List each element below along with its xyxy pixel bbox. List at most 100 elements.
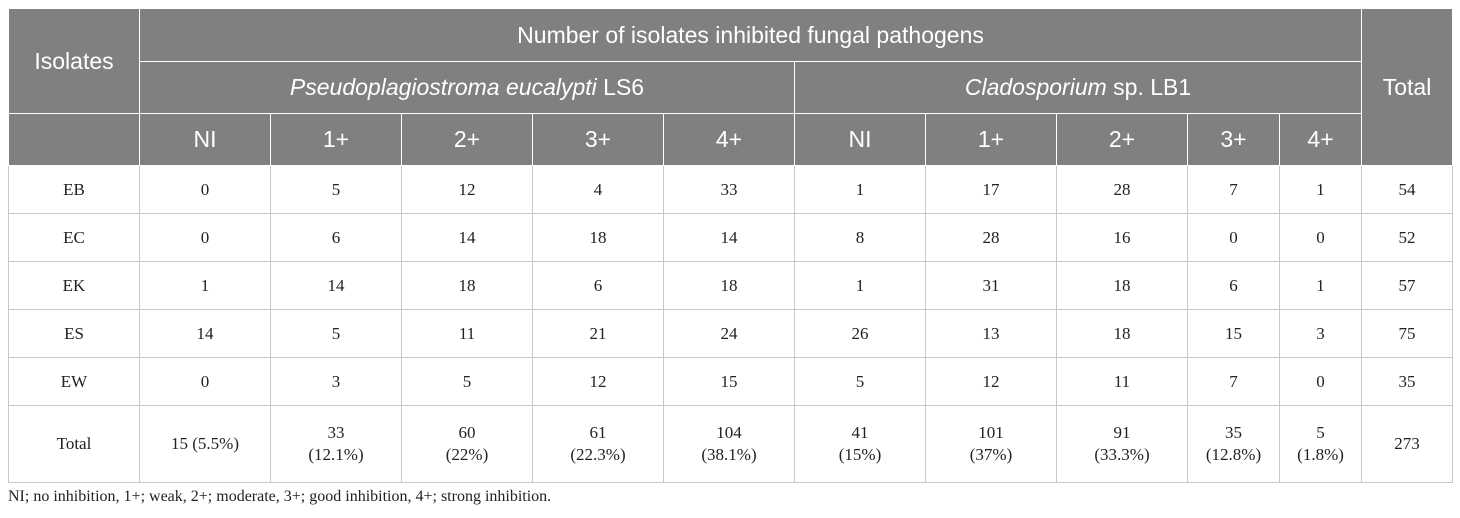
total-value-cell: 41 (15%) <box>794 405 926 483</box>
row-total-cell: 52 <box>1361 213 1454 262</box>
total-value-cell: 15 (5.5%) <box>139 405 271 483</box>
pathogen2-genus: Cladosporium <box>964 74 1107 100</box>
total-value-cell: 101 (37%) <box>925 405 1057 483</box>
total-count: 35 <box>1225 423 1242 442</box>
value-cell: 28 <box>1056 165 1188 214</box>
value-cell: 11 <box>401 309 533 358</box>
isolate-cell: EW <box>8 357 140 406</box>
total-count: 60 <box>458 423 476 442</box>
isolate-cell: EC <box>8 213 140 262</box>
value-cell: 8 <box>794 213 926 262</box>
inhibition-table: Isolates Number of isolates inhibited fu… <box>8 8 1454 483</box>
table-footnote: NI; no inhibition, 1+; weak, 2+; moderat… <box>8 488 552 505</box>
value-cell: 11 <box>1056 357 1188 406</box>
level-header: 4+ <box>1278 113 1363 166</box>
value-cell: 6 <box>270 213 402 262</box>
total-count: 91 <box>1113 423 1131 442</box>
total-value-cell: 91 (33.3%) <box>1056 405 1188 483</box>
pathogen1-strain: LS6 <box>596 74 645 100</box>
value-cell: 5 <box>794 357 926 406</box>
value-cell: 15 <box>1187 309 1280 358</box>
value-cell: 33 <box>663 165 795 214</box>
value-cell: 6 <box>532 261 664 310</box>
value-cell: 31 <box>925 261 1057 310</box>
total-percent: (12.8%) <box>1205 445 1262 464</box>
level-header: 3+ <box>1187 113 1280 166</box>
total-percent: (15%) <box>838 445 882 464</box>
total-row: Total 15 (5.5%) 33 (12.1%) 60 (22%) 61 (22.3%) 1… <box>8 405 1454 483</box>
value-cell: 1 <box>794 261 926 310</box>
value-cell: 1 <box>1278 165 1363 214</box>
value-cell: 12 <box>401 165 533 214</box>
value-cell: 5 <box>270 309 402 358</box>
total-percent: (12.1%) <box>308 445 364 464</box>
row-total-cell: 57 <box>1361 261 1454 310</box>
total-percent: (1.8%) <box>1297 445 1344 464</box>
total-percent: (38.1%) <box>701 445 757 464</box>
value-cell: 17 <box>925 165 1057 214</box>
level-header: 1+ <box>925 113 1057 166</box>
value-cell: 13 <box>925 309 1057 358</box>
level-header: 3+ <box>532 113 664 166</box>
total-value-cell: 5 (1.8%) <box>1278 405 1363 483</box>
isolate-cell: ES <box>8 309 140 358</box>
total-percent: (33.3%) <box>1094 445 1150 464</box>
total-value-cell: 61 (22.3%) <box>532 405 664 483</box>
table-row: EC 0 6 14 18 14 8 28 16 0 0 52 <box>8 213 1454 262</box>
level-header: 1+ <box>270 113 402 166</box>
total-percent: (37%) <box>969 445 1013 464</box>
value-cell: 3 <box>270 357 402 406</box>
total-count: 41 <box>851 423 869 442</box>
value-cell: 12 <box>925 357 1057 406</box>
level-header: NI <box>794 113 926 166</box>
level-header: NI <box>139 113 271 166</box>
value-cell: 0 <box>1187 213 1280 262</box>
total-percent: (22%) <box>445 445 489 464</box>
value-cell: 15 <box>663 357 795 406</box>
value-cell: 0 <box>1278 357 1363 406</box>
value-cell: 0 <box>139 357 271 406</box>
value-cell: 5 <box>401 357 533 406</box>
pathogen2-header: Cladosporium sp. LB1 <box>793 61 1363 114</box>
total-value-cell: 104 (38.1%) <box>663 405 795 483</box>
value-cell: 14 <box>401 213 533 262</box>
value-cell: 7 <box>1187 165 1280 214</box>
value-cell: 14 <box>270 261 402 310</box>
isolates-header: Isolates <box>8 8 140 114</box>
table-row: ES 14 5 11 21 24 26 13 18 15 3 75 <box>8 309 1454 358</box>
total-percent: (22.3%) <box>570 445 626 464</box>
total-count: 101 <box>978 423 1004 442</box>
total-count: 104 <box>716 423 742 442</box>
value-cell: 14 <box>139 309 271 358</box>
value-cell: 18 <box>401 261 533 310</box>
value-cell: 7 <box>1187 357 1280 406</box>
value-cell: 0 <box>139 165 271 214</box>
value-cell: 14 <box>663 213 795 262</box>
table-title: Number of isolates inhibited fungal path… <box>138 8 1363 62</box>
total-label: Total <box>8 405 140 483</box>
value-cell: 1 <box>1278 261 1363 310</box>
value-cell: 4 <box>532 165 664 214</box>
value-cell: 18 <box>1056 309 1188 358</box>
row-total-cell: 54 <box>1361 165 1454 214</box>
value-cell: 18 <box>663 261 795 310</box>
table-row: EW 0 3 5 12 15 5 12 11 7 0 35 <box>8 357 1454 406</box>
table-row: EB 0 5 12 4 33 1 17 28 7 1 54 <box>8 165 1454 214</box>
isolates-header-spacer <box>8 113 140 166</box>
value-cell: 0 <box>1278 213 1363 262</box>
pathogen1-genus-species: Pseudoplagiostroma eucalypti <box>289 74 597 100</box>
pathogen2-strain: sp. LB1 <box>1106 74 1192 100</box>
value-cell: 24 <box>663 309 795 358</box>
value-cell: 18 <box>532 213 664 262</box>
value-cell: 26 <box>794 309 926 358</box>
value-cell: 6 <box>1187 261 1280 310</box>
grand-total-cell: 273 <box>1361 405 1454 483</box>
pathogen1-header: Pseudoplagiostroma eucalypti LS6 <box>139 61 795 114</box>
total-count: 61 <box>589 423 607 442</box>
value-cell: 18 <box>1056 261 1188 310</box>
total-count: 33 <box>327 423 345 442</box>
level-header: 2+ <box>1056 113 1188 166</box>
table-row: EK 1 14 18 6 18 1 31 18 6 1 57 <box>8 261 1454 310</box>
value-cell: 16 <box>1056 213 1188 262</box>
total-header: Total <box>1361 8 1454 166</box>
